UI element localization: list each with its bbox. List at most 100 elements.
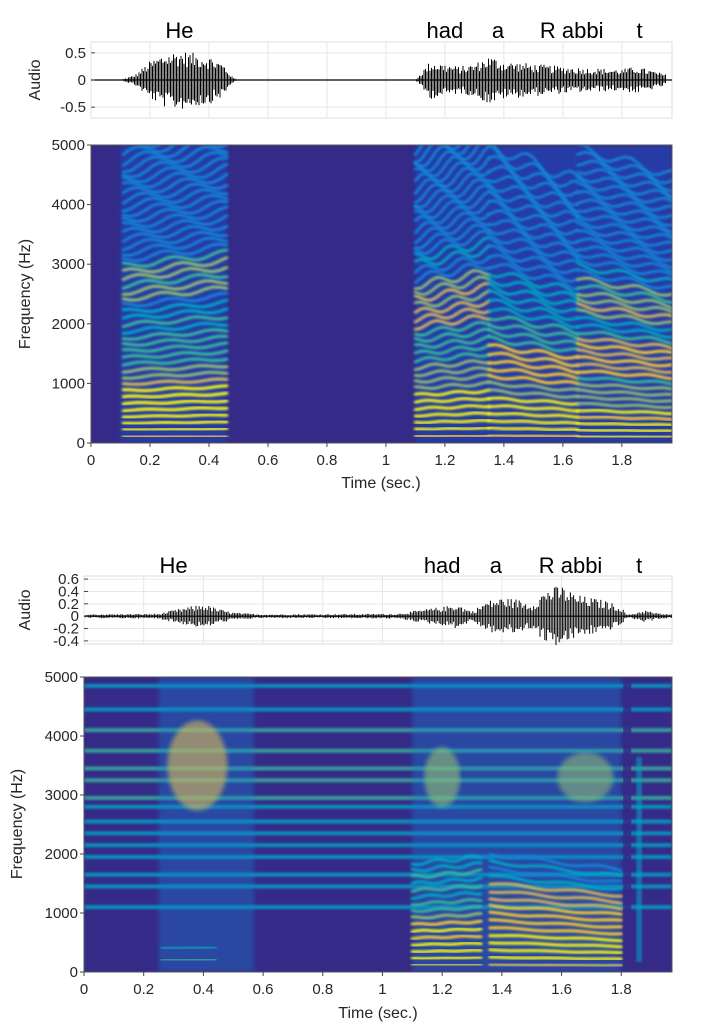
spectrogram-top-harmonic-rabbit-8: [576, 388, 672, 397]
spectrogram-bottom-harmonic-had-10: [410, 897, 483, 907]
spectrogram-top-harmonic-rabbit-37: [576, 198, 672, 227]
spectrogram-top-ylabel: Frequency (Hz): [17, 239, 34, 349]
spectrogram-bottom-noise-band-7: [84, 804, 672, 809]
spectrogram-top-harmonic-he-45: [123, 145, 162, 149]
spectrogram-top-harmonic-a-7: [487, 388, 580, 399]
spectrogram-top-harmonic-he-37: [121, 182, 229, 205]
spectrogram-top-harmonic-rabbit-39: [576, 181, 672, 212]
spectrogram-top-harmonic-rabbit-29: [576, 253, 672, 274]
spectrogram-top-harmonic-he-44: [121, 145, 177, 156]
spectrogram-top-harmonic-rabbit-35: [576, 213, 672, 238]
spectrogram-bottom-harmonic-had-5: [410, 934, 483, 941]
spectrogram-top-harmonic-rabbit-1: [576, 434, 672, 439]
spectrogram-top-harmonic-a-28: [487, 231, 580, 260]
spectrogram-bottom-formant-blob-had: [424, 747, 461, 808]
spectrogram-top-harmonic-he-28: [121, 242, 229, 263]
spectrogram-top-harmonic-rabbit-22: [576, 297, 672, 314]
spectrogram-bottom-xtick-label-7: 1.4: [491, 981, 512, 998]
audio-top-ylabel: Audio: [27, 59, 44, 100]
audio-bottom-yticks: 0.60.40.20-0.2-0.4: [53, 571, 88, 650]
spectrogram-top-xtick-label-5: 1: [382, 452, 390, 469]
spectrogram-bottom-formant-blob-rabbit: [557, 752, 614, 803]
audio-bottom-ytick-label-2: 0.2: [58, 596, 79, 613]
spectrogram-top-harmonic-he-22: [121, 285, 229, 302]
spectrogram-top-harmonic-he-7: [121, 391, 229, 399]
spectrogram-top-harmonic-he-31: [121, 224, 229, 243]
spectrogram-top-harmonic-he-19: [121, 307, 229, 320]
spectrogram-top-harmonic-he-34: [121, 199, 229, 224]
audio-bottom-waveform: [84, 586, 672, 645]
spectrogram-top-harmonic-rabbit-36: [576, 206, 672, 235]
spectrogram-top-harmonic-rabbit-41: [576, 173, 672, 202]
spectrogram-top-harmonic-had-6: [413, 396, 491, 404]
spectrogram-top-harmonic-a-24: [487, 262, 580, 291]
spectrogram-top-harmonic-rabbit-31: [576, 237, 672, 263]
spectrogram-bottom-harmonic-had-13: [410, 876, 483, 886]
spectrogram-bottom-harmonic-rabbit-8: [488, 910, 623, 922]
spectrogram-top-harmonic-rabbit-45: [577, 145, 672, 177]
spectrogram-bottom-harmonic-had-16: [410, 854, 483, 867]
spectrogram-top-harmonic-rabbit-4: [576, 415, 672, 421]
spectrogram-top-content: [120, 145, 672, 443]
spectrogram-top-harmonic-rabbit-40: [576, 175, 672, 204]
spectrogram-bottom-harmonic-he-low-1: [160, 958, 217, 962]
spectrogram-top-harmonic-had-21: [413, 282, 491, 302]
spectrogram-bottom-harmonic-rabbit-7: [488, 918, 623, 929]
spectrogram-top-harmonic-rabbit-32: [576, 229, 672, 255]
spectrogram-panel-top: 0 1000 2000 3000 4000 5000 0 0.2 0.4 0.6 0.8 1 1.2 1…: [17, 137, 673, 492]
spectrogram-top-harmonic-had-17: [413, 313, 491, 331]
spectrogram-bottom-harmonic-rabbit-11: [488, 890, 623, 905]
spectrogram-panel-bottom: 0 1000 2000 3000 4000 5000 0 0.2 0.4 0.6 0.8 1 1.2 1…: [9, 669, 673, 1022]
spectrogram-top-harmonic-he-2: [121, 427, 229, 432]
spectrogram-top-harmonic-rabbit-21: [576, 301, 672, 319]
spectrogram-top-harmonic-rabbit-38: [576, 189, 672, 220]
spectrogram-top-harmonic-he-1: [121, 434, 229, 438]
spectrogram-top-harmonic-had-5: [413, 404, 491, 412]
audio-bottom-ytick-label-3: 0: [71, 608, 79, 625]
spectrogram-top-harmonic-had-1: [413, 433, 491, 438]
spectrogram-bottom-xtick-label-6: 1.2: [432, 981, 453, 998]
spectrogram-bottom-ytick-label-4: 4000: [45, 728, 78, 745]
audio-bottom-ytick-label-0: 0.6: [58, 571, 79, 588]
spectrogram-bottom-harmonic-rabbit-16: [488, 853, 623, 873]
spectrogram-top-harmonic-a-16: [487, 323, 580, 341]
spectrogram-top-ytick-label-4: 4000: [52, 197, 85, 214]
spectrogram-top-harmonic-had-29: [413, 223, 491, 250]
spectrogram-top-harmonic-he-23: [121, 279, 229, 297]
audio-top-ytick-label-0: 0.5: [65, 45, 86, 62]
audio-top-yticks: 0.5 0 -0.5: [60, 45, 95, 116]
audio-top-ytick-label-2: -0.5: [60, 99, 86, 116]
spectrogram-top-harmonic-rabbit-19: [576, 315, 672, 332]
spectrogram-top-harmonic-he-32: [121, 214, 229, 234]
spectrogram-top-harmonic-had-25: [413, 255, 491, 274]
spectrogram-top-harmonic-had-42: [413, 145, 462, 164]
spectrogram-top-harmonic-he-14: [121, 341, 229, 353]
spectrogram-bottom-formant-blob-he: [167, 720, 228, 811]
spectrogram-top-harmonic-a-32: [487, 199, 580, 236]
spectrogram-top-harmonic-he-3: [121, 420, 229, 426]
spectrogram-top-harmonic-a-25: [487, 253, 580, 283]
spectrogram-bottom-harmonic-had-6: [410, 927, 483, 933]
spectrogram-top-harmonic-he-41: [121, 150, 229, 179]
spectrogram-top-harmonic-had-24: [413, 262, 491, 284]
spectrogram-top-ytick-label-3: 3000: [52, 256, 85, 273]
spectrogram-top-ytick-label-2: 2000: [52, 316, 85, 333]
spectrogram-bottom-xticks: 0 0.2 0.4 0.6 0.8 1 1.2 1.4 1.6 1.8: [80, 972, 632, 998]
audio-panel-bottom: He had a R abbi t 0.60.40.20-0.2-0.4 Audio: [17, 553, 673, 650]
spectrogram-top-harmonic-a-2: [487, 426, 580, 432]
spectrogram-top-xlabel: Time (sec.): [341, 475, 420, 492]
spectrogram-top-harmonic-had-10: [413, 366, 491, 378]
spectrogram-top-harmonic-had-7: [413, 388, 491, 397]
audio-bottom-words: He had a R abbi t: [159, 553, 642, 578]
spectrogram-top-harmonic-a-33: [487, 189, 580, 228]
spectrogram-top-harmonic-a-19: [487, 298, 580, 322]
spectrogram-top-harmonic-had-26: [413, 244, 491, 267]
audio-top-word-2: a: [492, 18, 505, 43]
spectrogram-top-harmonic-rabbit-43: [576, 159, 672, 193]
spectrogram-top-harmonic-a-5: [487, 404, 580, 413]
spectrogram-top-harmonic-rabbit-28: [576, 257, 672, 277]
spectrogram-top-harmonic-a-23: [487, 271, 580, 298]
audio-bottom-word-4: t: [636, 553, 642, 578]
spectrogram-top-harmonic-rabbit-17: [576, 330, 672, 346]
spectrogram-bottom-noise-band-14: [84, 683, 672, 688]
